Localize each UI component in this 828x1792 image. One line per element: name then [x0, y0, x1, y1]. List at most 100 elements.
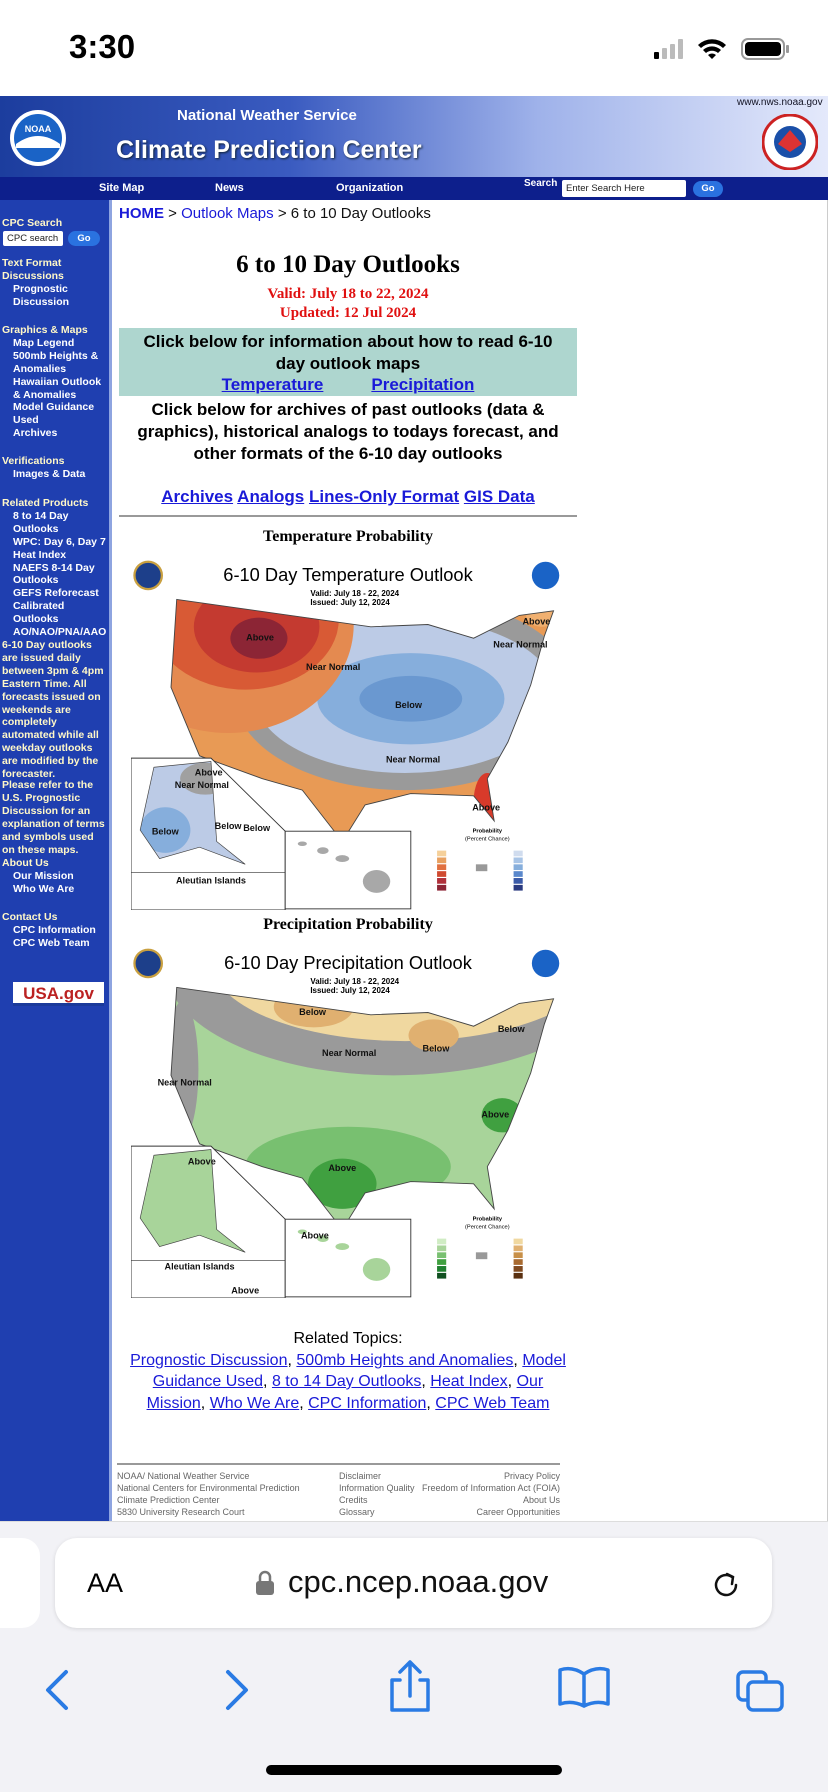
- related-link[interactable]: 500mb Heights and Anomalies: [296, 1351, 514, 1369]
- site-title: Climate Prediction Center: [116, 136, 422, 164]
- sidebar-link[interactable]: GEFS Reforecast Calibrated Outlooks: [13, 587, 99, 626]
- sidebar-link[interactable]: Map Legend: [13, 336, 75, 349]
- map-valid: Valid: July 18 - 22, 2024: [310, 589, 399, 598]
- footer-link[interactable]: Career Opportunities: [476, 1507, 560, 1517]
- footer-link[interactable]: Disclaimer: [339, 1471, 382, 1481]
- nav-link[interactable]: News: [215, 182, 244, 194]
- map-label: Aleutian Islands: [176, 876, 246, 886]
- footer-column: Disclaimer Information Quality Credits Glos…: [339, 1470, 415, 1518]
- nav-link[interactable]: Organization: [336, 182, 404, 194]
- sidebar-heading: About Us: [2, 857, 49, 869]
- archive-link[interactable]: Lines-Only Format: [308, 487, 460, 506]
- related-link[interactable]: Model Guidance Used: [152, 1351, 566, 1391]
- text-size-button[interactable]: AA: [87, 1568, 124, 1598]
- map-title: 6-10 Day Precipitation Outlook: [224, 952, 473, 973]
- divider: [119, 515, 577, 517]
- site-url[interactable]: www.nws.noaa.gov: [737, 97, 823, 108]
- sidebar-search-input[interactable]: CPC search: [3, 231, 63, 246]
- agency-name: National Weather Service: [177, 107, 357, 124]
- related-link[interactable]: Our Mission: [146, 1373, 544, 1412]
- info-links: Temperature Precipitation: [119, 374, 577, 396]
- share-button[interactable]: [390, 1660, 430, 1712]
- map-label: Below: [215, 821, 243, 831]
- lock-icon: [256, 1570, 274, 1595]
- breadcrumb-link[interactable]: Outlook Maps: [181, 205, 274, 222]
- related-link[interactable]: Who We Are: [209, 1394, 300, 1412]
- breadcrumb-current: 6 to 10 Day Outlooks: [290, 205, 431, 222]
- separator: ,: [426, 1394, 431, 1412]
- related-link[interactable]: CPC Information: [308, 1394, 427, 1412]
- sidebar-link[interactable]: 8 to 14 Day Outlooks: [13, 509, 69, 535]
- archive-link[interactable]: Analogs: [237, 487, 305, 506]
- precipitation-map[interactable]: 6-10 Day Precipitation Outlook Valid: Ju…: [131, 944, 565, 1298]
- footer-link[interactable]: Credits: [339, 1495, 368, 1505]
- related-link[interactable]: Heat Index: [430, 1373, 508, 1390]
- sidebar-link[interactable]: Archives: [13, 427, 58, 440]
- breadcrumb-link[interactable]: HOME: [119, 205, 164, 222]
- sidebar-section: Text Format Discussions Prognostic Discu…: [0, 257, 108, 309]
- map-label: Below: [299, 1007, 327, 1017]
- sidebar-heading: Graphics & Maps: [2, 324, 88, 336]
- search-input[interactable]: Enter Search Here: [562, 180, 686, 197]
- info-link[interactable]: Precipitation: [371, 375, 475, 394]
- bookmarks-button[interactable]: [558, 1666, 610, 1708]
- map-issued: Issued: July 12, 2024: [310, 598, 390, 607]
- toolbar: [46, 1660, 784, 1712]
- page-title: 6 to 10 Day Outlooks: [236, 251, 460, 278]
- map-label: Above: [188, 1156, 216, 1166]
- related-link[interactable]: Prognostic Discussion: [130, 1351, 288, 1369]
- noaa-logo[interactable]: NOAA: [8, 108, 68, 168]
- previous-tab[interactable]: [0, 1538, 40, 1628]
- sidebar-link[interactable]: Prognostic Discussion: [13, 282, 70, 308]
- related-link[interactable]: 8 to 14 Day Outlooks: [271, 1373, 422, 1390]
- temperature-map[interactable]: 6-10 Day Temperature Outlook Valid: July…: [131, 556, 565, 910]
- footer-text: 5830 University Research Court: [117, 1507, 245, 1517]
- address-bar[interactable]: AA cpc.ncep.noaa.gov: [55, 1538, 772, 1628]
- sidebar-link[interactable]: AO/NAO/PNA/AAO: [13, 626, 107, 639]
- map-label: Near Normal: [306, 662, 360, 672]
- tabs-button[interactable]: [736, 1670, 784, 1712]
- footer-column: NOAA/ National Weather Service National C…: [117, 1470, 300, 1518]
- sidebar-link[interactable]: CPC Information: [13, 923, 96, 936]
- footer-link[interactable]: Glossary: [339, 1507, 375, 1517]
- sidebar-link[interactable]: Hawaiian Outlook & Anomalies: [13, 375, 102, 401]
- map-label: Aleutian Islands: [165, 1261, 235, 1271]
- home-indicator: [266, 1765, 562, 1775]
- sidebar-search-button[interactable]: Go: [68, 231, 100, 246]
- sidebar-link[interactable]: NAEFS 8-14 Day Outlooks: [13, 561, 95, 587]
- footer-link[interactable]: Privacy Policy: [503, 1471, 560, 1481]
- forward-button[interactable]: [226, 1670, 248, 1710]
- map-label: Below: [395, 700, 423, 710]
- footer-link[interactable]: Freedom of Information Act (FOIA): [421, 1483, 560, 1493]
- footer-link[interactable]: About Us: [522, 1495, 560, 1505]
- nws-logo[interactable]: [762, 114, 818, 170]
- separator: ,: [287, 1351, 292, 1369]
- nav-link[interactable]: Site Map: [99, 182, 145, 194]
- url[interactable]: cpc.ncep.noaa.gov: [288, 1564, 549, 1599]
- archive-link[interactable]: GIS Data: [463, 487, 535, 506]
- footer-text: Climate Prediction Center: [117, 1495, 220, 1505]
- legend-title: Probability: [473, 828, 503, 834]
- map-title: 6-10 Day Temperature Outlook: [223, 564, 473, 585]
- sidebar-link[interactable]: WPC: Day 6, Day 7 Heat Index: [13, 535, 106, 561]
- info-link[interactable]: Temperature: [221, 375, 324, 394]
- updated-date: Updated: 12 Jul 2024: [279, 305, 417, 321]
- sidebar-link[interactable]: Model Guidance Used: [13, 401, 95, 427]
- sidebar-link[interactable]: 500mb Heights & Anomalies: [13, 349, 99, 375]
- sidebar-link[interactable]: CPC Web Team: [13, 936, 90, 949]
- sidebar-link[interactable]: Who We Are: [13, 882, 75, 895]
- clock: 3:30: [69, 28, 136, 65]
- sidebar-link[interactable]: Images & Data: [13, 467, 86, 480]
- back-button[interactable]: [46, 1670, 68, 1710]
- browser-chrome: AA cpc.ncep.noaa.gov: [0, 1521, 828, 1792]
- reload-icon[interactable]: [709, 1568, 743, 1602]
- archive-link[interactable]: Archives: [161, 487, 234, 506]
- search-button[interactable]: Go: [693, 181, 723, 197]
- usagov-logo[interactable]: USA.gov: [13, 982, 104, 1006]
- related-link[interactable]: CPC Web Team: [435, 1394, 550, 1412]
- footer: NOAA/ National Weather Service National C…: [117, 1470, 560, 1521]
- footer-link[interactable]: Information Quality: [339, 1483, 415, 1493]
- sidebar-link[interactable]: Our Mission: [13, 869, 74, 882]
